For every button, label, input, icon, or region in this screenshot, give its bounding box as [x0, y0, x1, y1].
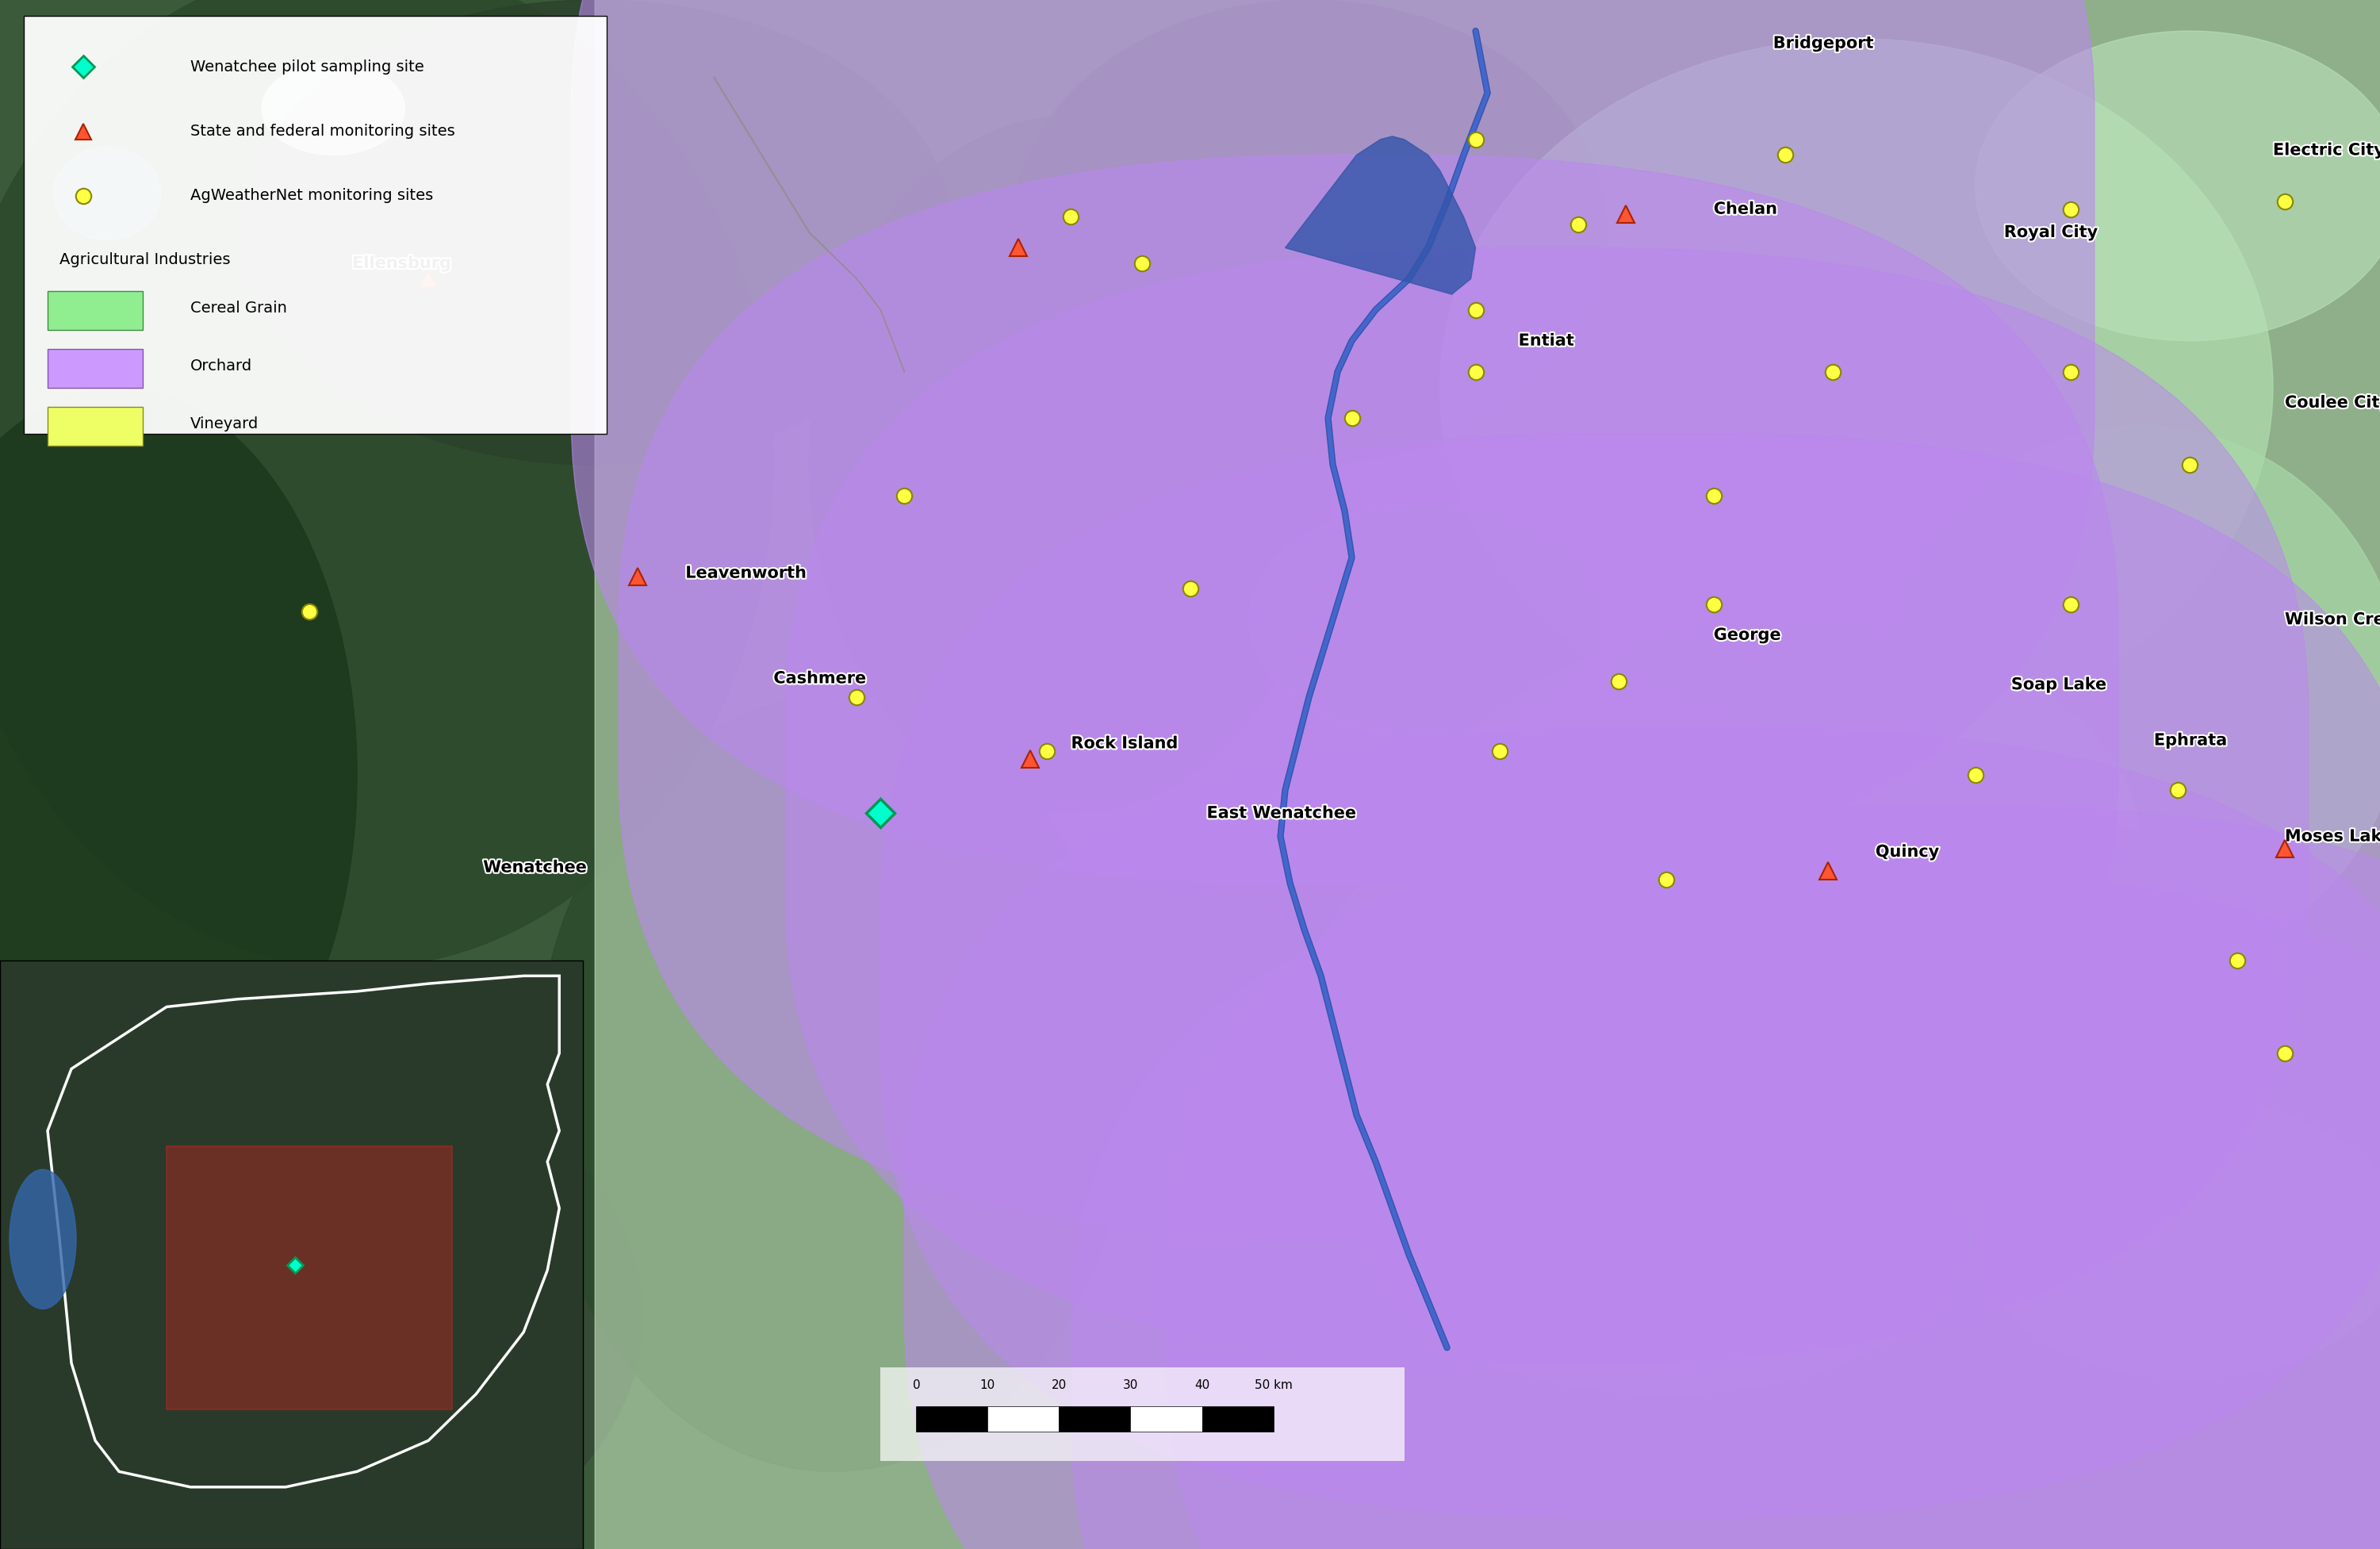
Ellipse shape [1440, 39, 2273, 736]
Ellipse shape [0, 0, 774, 968]
Ellipse shape [238, 0, 952, 465]
FancyBboxPatch shape [619, 155, 2118, 1239]
Text: Cereal Grain: Cereal Grain [190, 301, 288, 316]
Text: Orchard: Orchard [190, 359, 252, 373]
Text: Rock Island: Rock Island [1071, 736, 1178, 751]
FancyBboxPatch shape [988, 1406, 1059, 1431]
FancyBboxPatch shape [571, 0, 2094, 883]
Text: Moses Lake: Moses Lake [2285, 829, 2380, 844]
Text: Wenatchee pilot sampling site: Wenatchee pilot sampling site [190, 59, 424, 74]
Ellipse shape [1309, 813, 1785, 1200]
FancyBboxPatch shape [1202, 1406, 1273, 1431]
Ellipse shape [52, 147, 162, 240]
Text: Wilson Creek: Wilson Creek [2285, 612, 2380, 627]
Ellipse shape [0, 387, 357, 1162]
Ellipse shape [1250, 503, 1607, 736]
Text: 0: 0 [912, 1379, 921, 1391]
Text: State and federal monitoring sites: State and federal monitoring sites [190, 124, 455, 139]
Text: Quincy: Quincy [1875, 844, 1940, 860]
Ellipse shape [1880, 426, 2380, 968]
Ellipse shape [10, 1169, 76, 1309]
Text: Cashmere: Cashmere [774, 671, 866, 686]
Ellipse shape [262, 62, 405, 155]
Text: Ephrata: Ephrata [2154, 733, 2228, 748]
Ellipse shape [1975, 31, 2380, 341]
Ellipse shape [1761, 813, 2285, 1200]
FancyBboxPatch shape [881, 434, 2380, 1518]
Text: 20: 20 [1052, 1379, 1066, 1391]
FancyBboxPatch shape [48, 350, 143, 389]
Text: 30: 30 [1123, 1379, 1138, 1391]
Text: Bridgeport: Bridgeport [1773, 36, 1873, 51]
Ellipse shape [1428, 620, 2142, 1084]
Text: Ellensburg: Ellensburg [352, 256, 452, 271]
FancyBboxPatch shape [48, 407, 143, 446]
FancyBboxPatch shape [785, 248, 2309, 1363]
Text: 40: 40 [1195, 1379, 1209, 1391]
Text: Soap Lake: Soap Lake [2011, 677, 2106, 692]
Text: 50 km: 50 km [1254, 1379, 1292, 1391]
Text: Royal City: Royal City [2004, 225, 2097, 240]
FancyBboxPatch shape [1166, 805, 2380, 1549]
FancyBboxPatch shape [881, 1368, 1404, 1461]
FancyBboxPatch shape [1130, 1406, 1202, 1431]
Ellipse shape [1975, 1100, 2380, 1379]
Text: AgWeatherNet monitoring sites: AgWeatherNet monitoring sites [190, 187, 433, 203]
Text: Electric City: Electric City [2273, 143, 2380, 158]
Text: Entiat: Entiat [1518, 333, 1573, 349]
FancyBboxPatch shape [24, 15, 607, 434]
Ellipse shape [809, 116, 1333, 813]
Text: Coulee City: Coulee City [2285, 395, 2380, 410]
FancyBboxPatch shape [595, 0, 2380, 1549]
Polygon shape [1285, 136, 1476, 294]
Ellipse shape [1368, 1084, 1963, 1394]
Text: Wenatchee: Wenatchee [483, 860, 588, 875]
FancyBboxPatch shape [167, 1146, 452, 1410]
Text: 10: 10 [981, 1379, 995, 1391]
Text: East Wenatchee: East Wenatchee [1207, 805, 1357, 821]
FancyBboxPatch shape [916, 1406, 988, 1431]
FancyBboxPatch shape [1059, 1406, 1130, 1431]
Ellipse shape [1012, 0, 1607, 465]
Ellipse shape [536, 697, 1130, 1472]
FancyBboxPatch shape [1071, 867, 2380, 1549]
Ellipse shape [0, 1046, 643, 1549]
Text: George: George [1714, 627, 1780, 643]
FancyBboxPatch shape [904, 728, 2380, 1549]
Text: Vineyard: Vineyard [190, 417, 259, 432]
FancyBboxPatch shape [48, 291, 143, 330]
Text: Leavenworth: Leavenworth [685, 565, 807, 581]
Text: Chelan: Chelan [1714, 201, 1778, 217]
Text: Agricultural Industries: Agricultural Industries [60, 252, 231, 268]
FancyBboxPatch shape [0, 960, 583, 1549]
